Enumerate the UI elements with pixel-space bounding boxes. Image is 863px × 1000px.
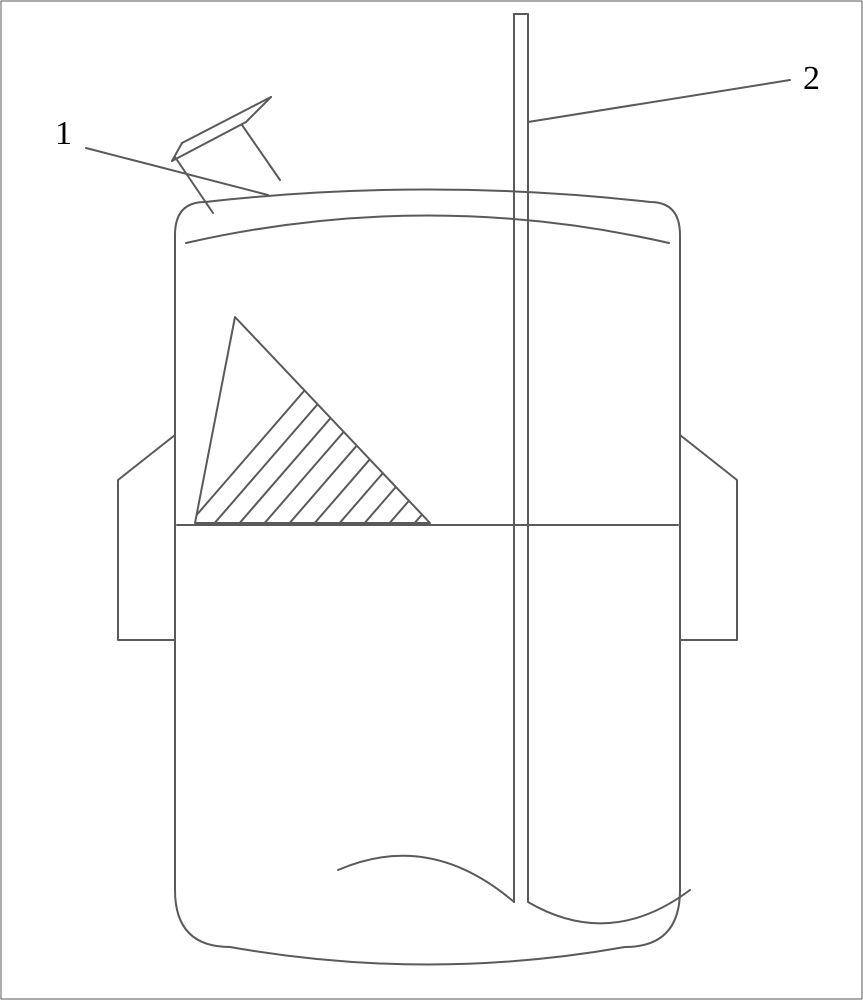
frame — [1, 1, 862, 999]
leader-line-2 — [528, 80, 790, 122]
hatched-region — [155, 263, 665, 563]
callout-label-2: 2 — [803, 60, 820, 98]
callout-label-1: 1 — [55, 115, 72, 153]
vessel-inner-top — [186, 216, 669, 244]
hatched-triangle-outline — [195, 317, 430, 523]
stirrer-blade-right — [528, 890, 690, 923]
stirrer-blade-left — [338, 856, 514, 902]
nozzle-cap-right — [246, 97, 271, 122]
support-lug-right — [680, 435, 737, 640]
nozzle-side-left — [175, 157, 213, 213]
nozzle-cap-top — [182, 97, 271, 143]
nozzle-side-right — [242, 125, 280, 180]
vessel-body — [175, 190, 680, 965]
support-lug-left — [118, 435, 175, 640]
leader-line-1 — [86, 148, 268, 195]
